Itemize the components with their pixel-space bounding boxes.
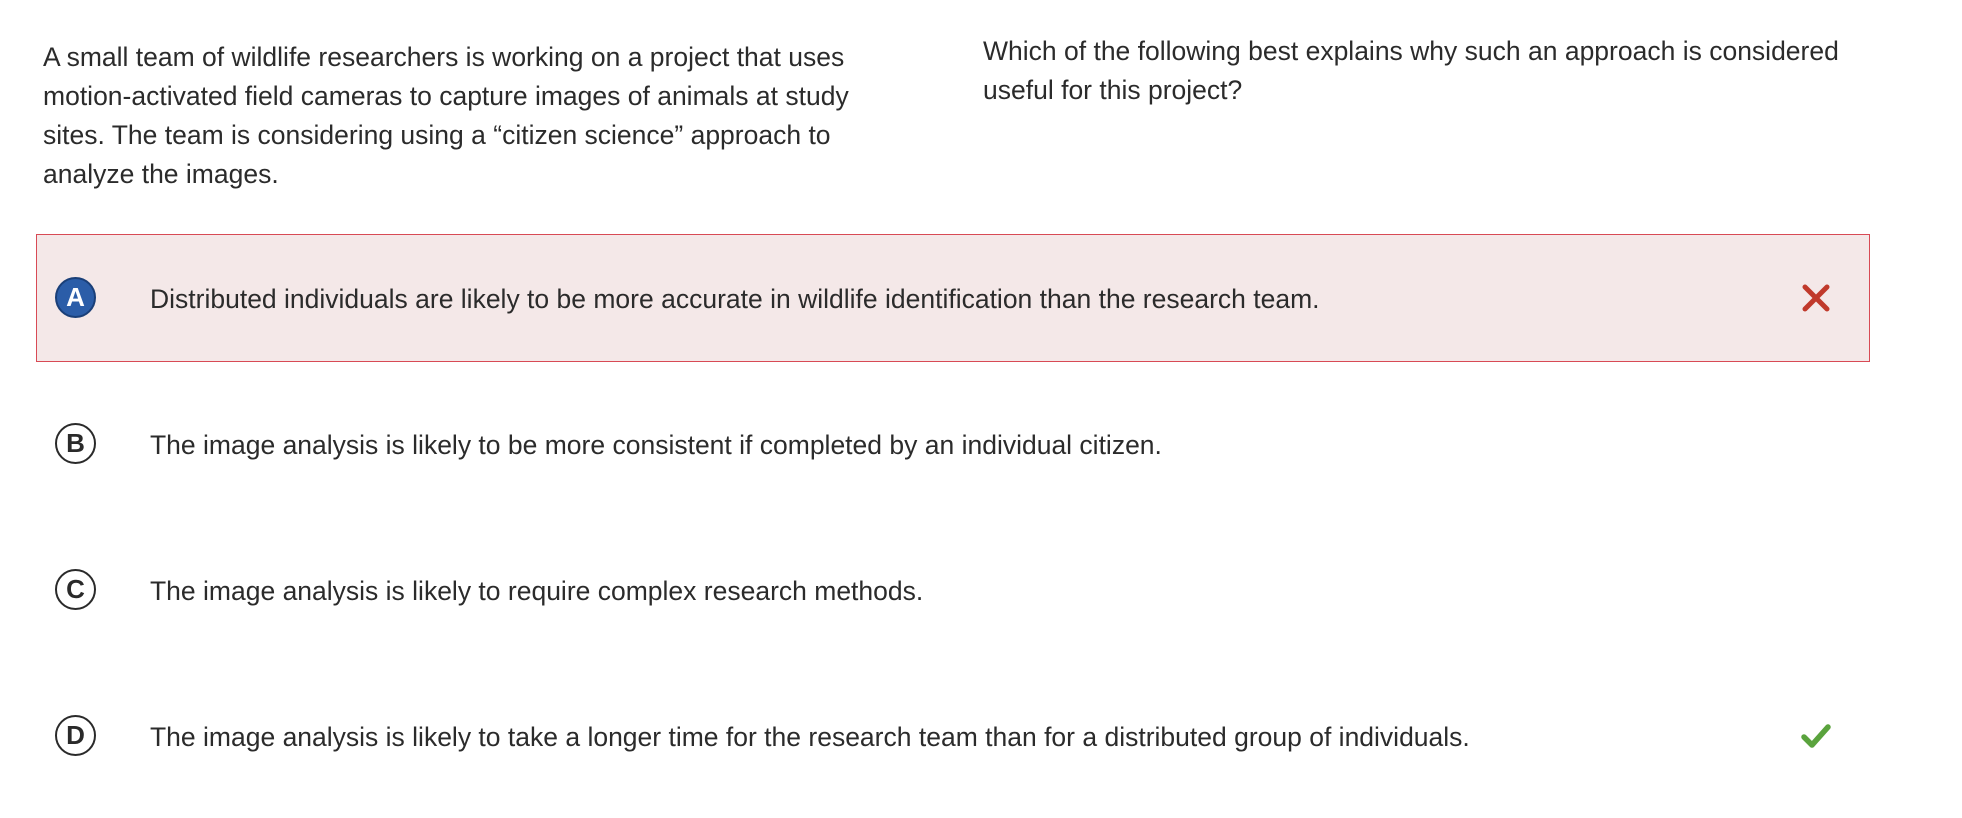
choice-b-text: The image analysis is likely to be more …: [150, 429, 1162, 460]
choice-a-text: Distributed individuals are likely to be…: [150, 283, 1320, 314]
answer-choices: A Distributed individuals are likely to …: [36, 234, 1870, 818]
choice-a-letter-badge: A: [55, 277, 96, 318]
x-mark-icon: [1802, 284, 1830, 312]
passage-text: A small team of wildlife researchers is …: [43, 42, 849, 189]
choice-d-text: The image analysis is likely to take a l…: [150, 721, 1470, 752]
choice-c[interactable]: C The image analysis is likely to requir…: [36, 526, 1870, 654]
choice-b[interactable]: B The image analysis is likely to be mor…: [36, 380, 1870, 508]
check-mark-icon: [1801, 724, 1831, 748]
choice-d[interactable]: D The image analysis is likely to take a…: [36, 672, 1870, 800]
choice-c-letter-badge: C: [55, 569, 96, 610]
choice-a[interactable]: A Distributed individuals are likely to …: [36, 234, 1870, 362]
choice-b-letter-badge: B: [55, 423, 96, 464]
question-text: Which of the following best explains why…: [983, 36, 1839, 105]
choice-d-letter-badge: D: [55, 715, 96, 756]
choice-c-text: The image analysis is likely to require …: [150, 575, 924, 606]
